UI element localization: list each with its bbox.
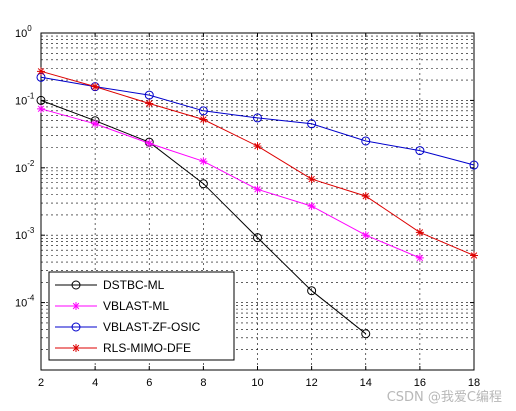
data-point	[253, 185, 262, 194]
data-point	[469, 160, 479, 170]
data-point	[198, 106, 208, 116]
data-point	[253, 142, 262, 151]
y-tick-label: 100	[15, 24, 32, 40]
watermark: CSDN @我爱C编程	[386, 390, 502, 405]
data-point	[91, 119, 100, 128]
data-point	[253, 113, 262, 123]
data-point	[415, 228, 424, 237]
legend-marker	[71, 280, 81, 290]
series-rls-mimo-dfe	[37, 67, 478, 260]
series-vblast-ml	[37, 104, 424, 262]
data-point	[307, 175, 316, 184]
x-tick-label: 16	[414, 377, 426, 389]
legend-label: VBLAST-ZF-OSIC	[103, 320, 201, 334]
x-tick-label: 14	[360, 377, 372, 389]
data-point	[199, 157, 208, 166]
x-tick-label: 8	[200, 377, 206, 389]
data-point	[361, 329, 371, 339]
legend-label: DSTBC-ML	[103, 278, 165, 292]
y-tick-label: 10-2	[15, 159, 35, 175]
y-tick-label: 10-4	[15, 294, 35, 310]
x-tick-label: 12	[306, 377, 318, 389]
legend: DSTBC-ML VBLAST-ML VBLAST-ZF-OSIC RLS-MIMO-…	[48, 271, 235, 361]
data-point	[91, 82, 100, 91]
data-point	[307, 286, 317, 296]
series-group	[36, 67, 479, 339]
data-point	[198, 179, 208, 189]
legend-label: VBLAST-ML	[103, 299, 169, 313]
y-tick-label: 10-1	[15, 91, 35, 107]
data-point	[144, 90, 154, 100]
data-point	[307, 202, 316, 211]
data-point	[36, 95, 46, 105]
data-point	[361, 192, 370, 201]
x-tick-label: 10	[251, 377, 263, 389]
legend-label: RLS-MIMO-DFE	[103, 341, 191, 355]
data-point	[37, 104, 45, 113]
x-tick-label: 4	[92, 377, 98, 389]
y-tick-label: 10-3	[15, 226, 35, 242]
data-point	[361, 231, 370, 240]
legend-marker	[72, 302, 80, 310]
data-point	[470, 251, 478, 260]
data-point	[253, 233, 262, 243]
x-tick-label: 6	[146, 377, 152, 389]
data-point	[145, 99, 154, 108]
axes: 2 4 6 8 10 12 14 16 18 100 10-1 10-2 10-3 10-4	[15, 24, 480, 389]
legend-marker	[72, 344, 80, 352]
x-tick-label: 18	[468, 377, 480, 389]
series-line	[40, 108, 421, 259]
data-point	[415, 146, 425, 156]
data-point	[37, 67, 45, 76]
x-tick-label: 2	[38, 377, 44, 389]
data-point	[145, 139, 154, 148]
data-point	[415, 253, 424, 262]
series-line	[40, 76, 475, 166]
legend-marker	[71, 322, 81, 332]
data-point	[307, 119, 317, 129]
data-point	[361, 136, 371, 146]
data-point	[199, 115, 208, 124]
